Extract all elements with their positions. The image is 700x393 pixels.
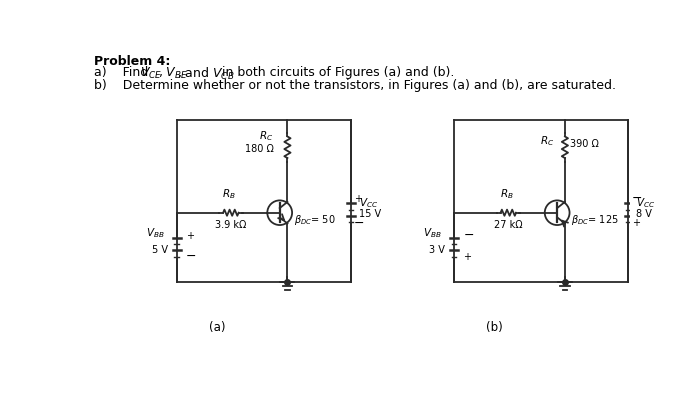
Text: $V_{BB}$: $V_{BB}$ [423,227,442,241]
Text: 3 V: 3 V [429,246,445,255]
Text: , and $V_{CB}$: , and $V_{CB}$ [177,66,235,82]
Text: $V_{CC}$: $V_{CC}$ [358,196,378,210]
Text: 15 V: 15 V [358,209,381,219]
Text: $R_C$: $R_C$ [540,134,554,148]
Text: 3.9 kΩ: 3.9 kΩ [215,220,246,230]
Text: −: − [186,250,197,263]
Text: $V_{BB}$: $V_{BB}$ [146,227,164,241]
Text: Problem 4:: Problem 4: [94,55,170,68]
Text: $R_B$: $R_B$ [223,187,236,201]
Text: +: + [463,252,471,262]
Text: 27 kΩ: 27 kΩ [494,220,523,230]
Text: in both circuits of Figures (a) and (b).: in both circuits of Figures (a) and (b). [218,66,454,79]
Text: +: + [186,231,194,241]
Text: +: + [631,219,640,228]
Text: $R_B$: $R_B$ [500,187,514,201]
Text: a)    Find: a) Find [94,66,152,79]
Text: −: − [631,192,642,206]
Text: (a): (a) [209,321,225,334]
Text: 390 Ω: 390 Ω [570,139,598,149]
Text: $\beta_{DC}$= 50: $\beta_{DC}$= 50 [294,213,335,228]
Text: 8 V: 8 V [636,209,652,219]
Text: −: − [354,217,365,230]
Text: $V_{CE}$: $V_{CE}$ [140,66,162,81]
Text: , $V_{BE}$: , $V_{BE}$ [158,66,188,81]
Text: $R_C$: $R_C$ [259,130,274,143]
Text: 180 Ω: 180 Ω [244,144,274,154]
Text: $\beta_{DC}$= 125: $\beta_{DC}$= 125 [571,213,619,228]
Text: b)    Determine whether or not the transistors, in Figures (a) and (b), are satu: b) Determine whether or not the transist… [94,79,616,92]
Text: (b): (b) [486,321,503,334]
Text: $V_{CC}$: $V_{CC}$ [636,196,655,210]
Text: +: + [354,194,362,204]
Text: −: − [463,229,474,242]
Text: 5 V: 5 V [152,246,167,255]
